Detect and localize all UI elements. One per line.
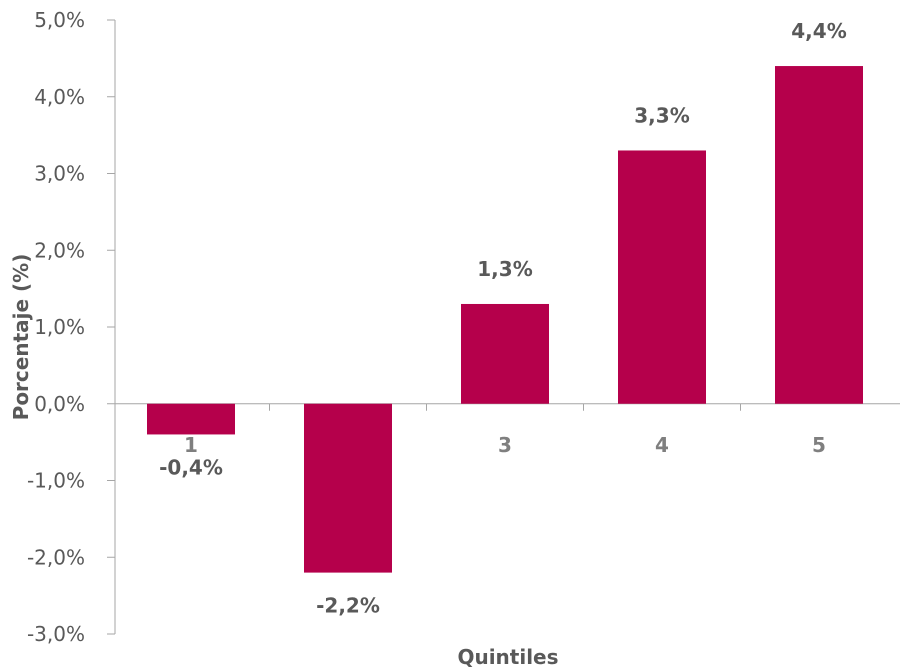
bar [147, 403, 235, 435]
x-tick-label: 4 [655, 433, 669, 457]
x-tick-label: 3 [498, 433, 512, 457]
y-tick-label: -3,0% [27, 622, 85, 646]
bar-data-label: -2,2% [316, 594, 380, 618]
y-tick-label: -1,0% [27, 469, 85, 493]
bar-data-label: 3,3% [634, 103, 689, 127]
bar-data-label: 1,3% [477, 257, 532, 281]
y-tick-label: 0,0% [34, 392, 85, 416]
bars [147, 66, 863, 573]
y-axis-title: Porcentaje (%) [9, 254, 33, 421]
y-tick-label: -2,0% [27, 545, 85, 569]
x-axis-title: Quintiles [457, 645, 558, 669]
x-tick-label: 5 [812, 433, 826, 457]
bar [618, 150, 706, 404]
bar [461, 303, 549, 404]
y-axis: 5,0% 4,0% 3,0% 2,0% 1,0% 0,0% -1,0% -2,0% -3,0% [27, 8, 116, 646]
x-tick-label: 1 [184, 433, 198, 457]
y-tick-label: 2,0% [34, 238, 85, 262]
y-tick-label: 1,0% [34, 315, 85, 339]
data-labels: -0,4% -2,2% 1,3% 3,3% 4,4% [159, 19, 847, 618]
bar [304, 403, 392, 573]
y-tick-label: 4,0% [34, 85, 85, 109]
bar-data-label: 4,4% [791, 19, 846, 43]
bar [775, 66, 863, 404]
y-tick-label: 3,0% [34, 162, 85, 186]
y-tick-label: 5,0% [34, 8, 85, 32]
bar-data-label: -0,4% [159, 455, 223, 479]
